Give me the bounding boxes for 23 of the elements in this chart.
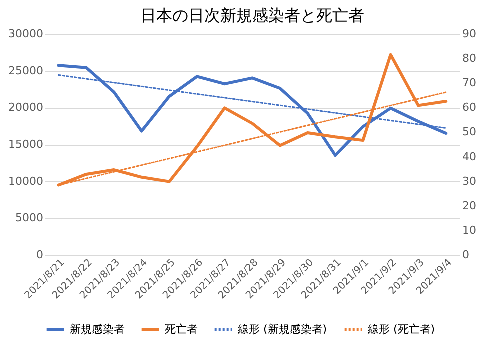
y-tick-label: 0: [36, 248, 44, 262]
y2-tick-label: 60: [462, 101, 476, 114]
y2-tick-label: 0: [462, 248, 470, 262]
chart-title: 日本の日次新規感染者と死亡者: [140, 6, 364, 25]
legend-label: 新規感染者: [70, 322, 125, 336]
legend-label: 線形 (死亡者): [367, 322, 436, 336]
y2-tick-label: 30: [462, 174, 476, 188]
y2-tick-label: 20: [462, 199, 476, 212]
legend-label: 死亡者: [165, 322, 198, 336]
y-tick-label: 20000: [8, 101, 44, 114]
y2-tick-label: 90: [462, 28, 476, 40]
y-tick-label: 25000: [8, 64, 44, 78]
y2-tick-label: 10: [462, 224, 476, 237]
y2-tick-label: 40: [462, 150, 476, 164]
y2-tick-label: 70: [462, 76, 476, 90]
y2-tick-label: 50: [462, 126, 476, 139]
y-tick-label: 10000: [8, 174, 44, 188]
y-tick-label: 5000: [16, 212, 44, 225]
y-tick-label: 30000: [8, 28, 44, 40]
legend-label: 線形 (新規感染者): [237, 322, 328, 336]
line-series: [57, 64, 448, 158]
y2-tick-label: 80: [462, 52, 476, 66]
y-tick-label: 15000: [8, 138, 44, 151]
